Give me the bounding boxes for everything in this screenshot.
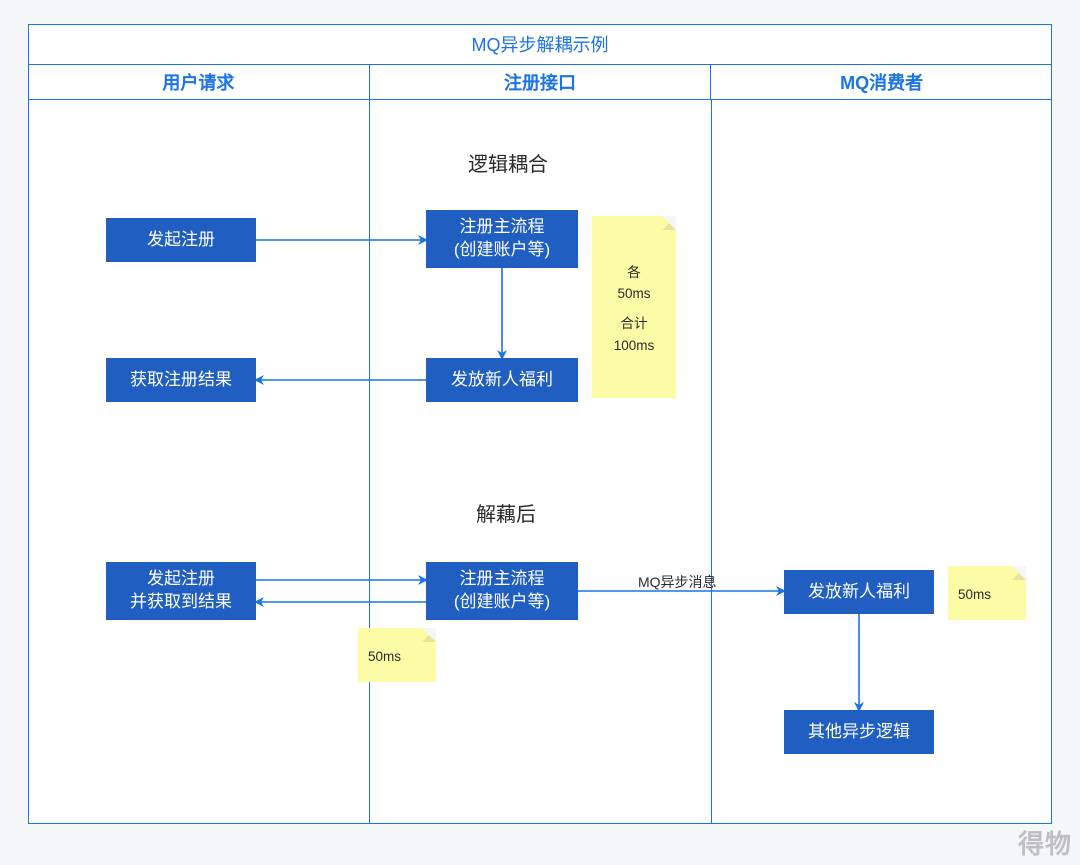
node-n-reg-bonus-1: 发放新人福利 xyxy=(426,358,578,402)
node-n-reg-main-1: 注册主流程(创建账户等) xyxy=(426,210,578,268)
node-n-user-result-1: 获取注册结果 xyxy=(106,358,256,402)
swimlane-body: 逻辑耦合 解藕后 各50ms合计100ms50ms50ms 发起注册注册主流程(… xyxy=(28,100,1052,824)
sticky-note-note-50ms-a: 50ms xyxy=(358,628,436,682)
lane-header-register: 注册接口 xyxy=(370,65,712,99)
lane-divider-1 xyxy=(369,100,370,824)
node-n-mq-bonus: 发放新人福利 xyxy=(784,570,934,614)
section-label-coupled: 逻辑耦合 xyxy=(468,148,548,177)
node-n-mq-other: 其他异步逻辑 xyxy=(784,710,934,754)
sticky-note-note-100ms: 各50ms合计100ms xyxy=(592,216,676,398)
node-n-user-start: 发起注册 xyxy=(106,218,256,262)
section-label-decoupled: 解藕后 xyxy=(476,498,536,527)
swimlane-header-row: 用户请求 注册接口 MQ消费者 xyxy=(28,64,1052,100)
watermark: 得物 xyxy=(1018,824,1072,861)
diagram-title: MQ异步解耦示例 xyxy=(28,24,1052,64)
lane-header-user: 用户请求 xyxy=(28,65,370,99)
node-n-reg-main-2: 注册主流程(创建账户等) xyxy=(426,562,578,620)
node-n-user-start-2: 发起注册并获取到结果 xyxy=(106,562,256,620)
edge-label-e6: MQ异步消息 xyxy=(638,572,717,592)
sticky-note-note-50ms-b: 50ms xyxy=(948,566,1026,620)
diagram-canvas: MQ异步解耦示例 用户请求 注册接口 MQ消费者 逻辑耦合 解藕后 各50ms合… xyxy=(0,0,1080,865)
lane-header-mq: MQ消费者 xyxy=(711,65,1052,99)
lane-divider-2 xyxy=(711,100,712,824)
